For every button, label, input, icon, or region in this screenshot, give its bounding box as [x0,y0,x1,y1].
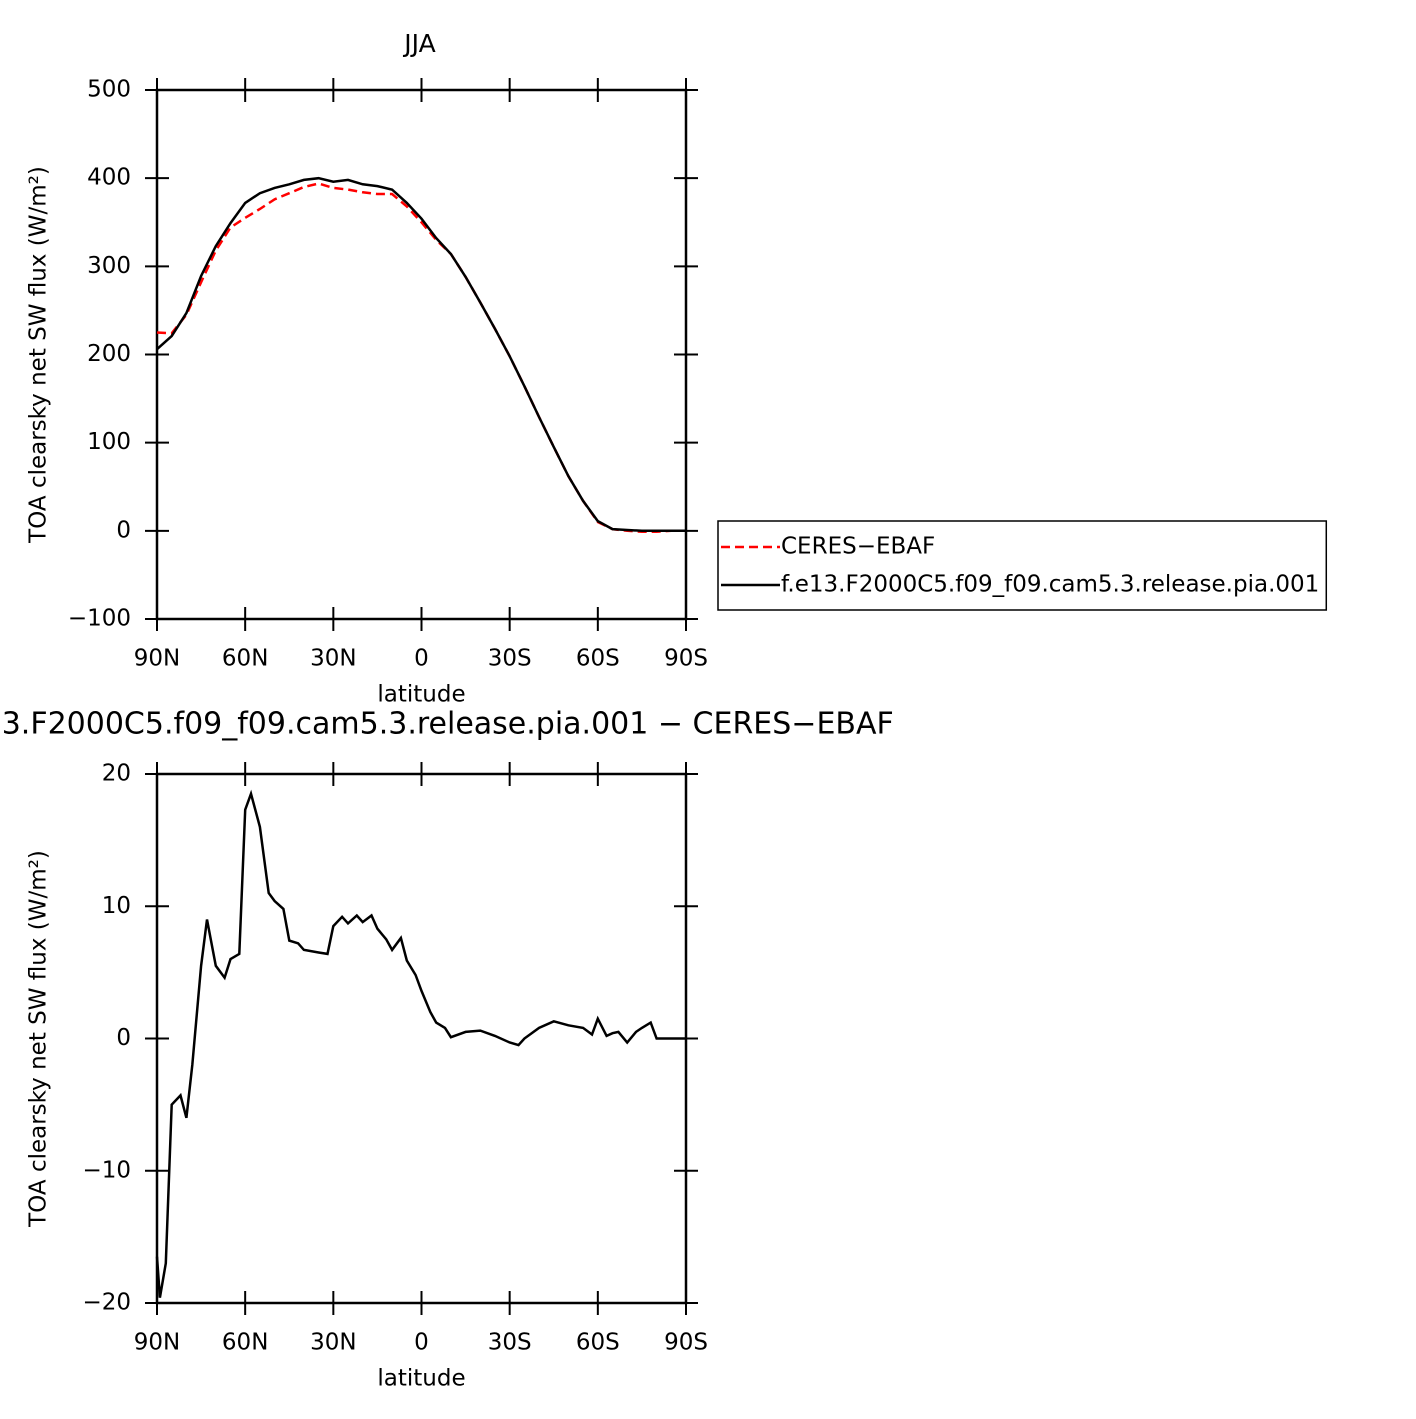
y-tick-label: 20 [102,761,131,787]
plot-frame [155,772,688,1305]
data-line [156,182,686,533]
y-tick-label: 300 [87,253,131,279]
x-tick-label: 30S [488,1330,532,1356]
x-tick-label: 30N [310,646,356,672]
x-tick-label: 60N [222,1330,268,1356]
y-tick-label: 200 [87,341,131,367]
chart-title: JJA [402,29,435,58]
x-tick-label: 90N [134,1330,180,1356]
x-tick-label: 60S [576,1330,620,1356]
x-tick-label: 90N [134,646,180,672]
data-line [155,789,686,1298]
x-tick-label: 60S [576,646,620,672]
plot-frame [155,88,688,621]
chart-title: f.e13.F2000C5.f09_f09.cam5.3.release.pia… [0,707,894,742]
x-tick-label: 30N [310,1330,356,1356]
y-axis-label: TOA clearsky net SW flux (W/m²) [26,850,52,1228]
y-axis-label: TOA clearsky net SW flux (W/m²) [26,166,52,544]
legend-label: f.e13.F2000C5.f09_f09.cam5.3.release.pia… [781,572,1319,598]
y-tick-label: −20 [82,1290,131,1316]
y-tick-label: 0 [116,1025,131,1051]
y-tick-label: 400 [87,165,131,191]
legend-frame [717,520,1328,611]
x-axis-label: latitude [377,682,465,708]
y-tick-label: −100 [68,606,131,632]
x-tick-label: 0 [414,1330,429,1356]
x-tick-label: 30S [488,646,532,672]
y-tick-label: 100 [87,429,131,455]
legend: CERES−EBAF f.e13.F2000C5.f09_f09.cam5.3.r… [717,520,1328,611]
y-tick-label: 0 [116,517,131,543]
x-tick-label: 0 [414,646,429,672]
x-tick-label: 90S [664,1330,708,1356]
data-line [156,176,686,533]
x-tick-label: 90S [664,646,708,672]
y-tick-label: −10 [82,1157,131,1183]
x-axis-label: latitude [377,1366,465,1392]
x-tick-label: 60N [222,646,268,672]
legend-label: CERES−EBAF [781,534,935,560]
y-tick-label: 10 [102,893,131,919]
y-tick-label: 500 [87,77,131,103]
